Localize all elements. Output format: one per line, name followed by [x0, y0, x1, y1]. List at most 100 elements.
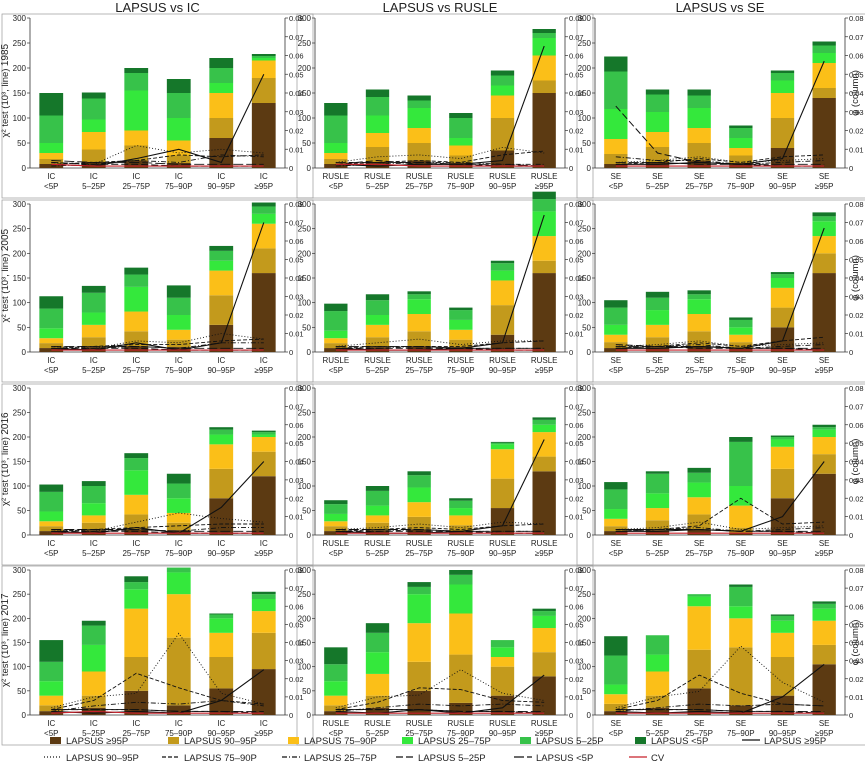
left-tick-label: 200: [298, 249, 312, 258]
x-tick-label: RUSLE: [406, 539, 433, 548]
panel-frame: [1, 383, 314, 566]
left-tick-label: 150: [13, 89, 27, 98]
bar-segment: [365, 337, 390, 348]
x-tick-label: SE: [610, 172, 621, 181]
x-tick-label: ≥95P: [815, 549, 834, 558]
left-tick-label: 150: [298, 639, 312, 648]
bar-segment: [251, 78, 276, 103]
series-line: [615, 336, 825, 349]
series-line: [335, 163, 545, 167]
bar-segment: [209, 688, 234, 715]
bar-segment: [324, 159, 348, 164]
right-tick-label: 0.05: [289, 439, 304, 448]
x-tick-label: ≥95P: [815, 182, 834, 191]
x-tick-label: IC: [47, 356, 55, 365]
bar-segment: [124, 130, 149, 146]
bar-segment: [812, 53, 836, 63]
x-tick-label: SE: [694, 719, 705, 728]
x-tick-label: <5P: [609, 549, 623, 558]
bar-segment: [532, 432, 556, 457]
bar-segment: [39, 711, 64, 715]
x-tick-label: IC: [217, 172, 225, 181]
x-tick-label: IC: [90, 539, 98, 548]
left-axis-title: χ² test (10³, line): [0, 437, 11, 506]
bar-segment: [407, 108, 431, 128]
right-tick-label: 0.01: [569, 330, 584, 339]
bar-segment: [812, 427, 836, 430]
bar-segment: [39, 526, 64, 532]
x-tick-label: 25–75P: [122, 182, 150, 191]
bar-segment: [166, 118, 191, 141]
x-tick-label: 5–25P: [82, 549, 105, 558]
right-tick-label: 0.03: [849, 293, 864, 302]
right-tick-label: 0.05: [849, 620, 864, 629]
right-tick-label: 0.02: [289, 494, 304, 503]
bar-segment: [365, 89, 390, 97]
left-tick-label: 100: [578, 482, 592, 491]
bar-segment: [81, 92, 106, 99]
bar-segment: [81, 515, 106, 523]
x-tick-label: 75–90P: [165, 366, 193, 375]
x-tick-label: IC: [132, 172, 140, 181]
bar-segment: [645, 112, 670, 132]
right-tick-label: 0.07: [569, 584, 584, 593]
bar-segment: [81, 119, 106, 132]
bar-segment: [365, 162, 390, 168]
bar-segment: [81, 620, 106, 626]
left-axis-title: χ² test (10³, line): [0, 69, 11, 138]
bar-segment: [770, 272, 795, 275]
left-tick-label: 250: [578, 590, 592, 599]
bar-segment: [209, 260, 234, 271]
bar-segment: [532, 33, 556, 38]
left-tick-label: 150: [298, 89, 312, 98]
bar-segment: [365, 505, 390, 516]
bar-segment: [770, 73, 795, 81]
bar-segment: [449, 498, 473, 501]
x-tick-label: RUSLE: [322, 172, 349, 181]
bar-segment: [490, 263, 515, 271]
legend-swatch: [635, 737, 646, 744]
bar-segment: [407, 661, 431, 691]
bar-segment: [39, 521, 64, 527]
x-tick-label: <5P: [329, 729, 343, 738]
right-tick-label: 0.02: [849, 675, 864, 684]
x-tick-label: SE: [652, 719, 663, 728]
right-tick-label: 0: [849, 531, 853, 540]
bar-segment: [449, 138, 473, 146]
x-tick-label: 75–90P: [165, 182, 193, 191]
left-tick-label: 150: [578, 274, 592, 283]
left-tick-label: 150: [13, 274, 27, 283]
right-tick-label: 0.07: [569, 219, 584, 228]
right-tick-label: 0.06: [569, 237, 584, 246]
x-tick-label: SE: [777, 172, 788, 181]
left-tick-label: 0: [587, 711, 592, 720]
bar-segment: [324, 303, 348, 312]
left-tick-label: 200: [298, 614, 312, 623]
bar-segment: [812, 473, 836, 535]
bar-segment: [532, 236, 556, 261]
x-tick-label: <5P: [44, 366, 58, 375]
x-tick-label: RUSLE: [322, 356, 349, 365]
left-tick-label: 50: [582, 507, 591, 516]
bar-segment: [729, 317, 753, 320]
right-tick-label: 0.02: [289, 127, 304, 136]
bar-segment: [209, 270, 234, 296]
x-tick-label: 75–90P: [727, 549, 755, 558]
bar-segment: [770, 118, 795, 148]
right-tick-label: 0.08: [569, 200, 584, 209]
bar-segment: [604, 71, 628, 109]
series-line: [335, 521, 545, 530]
x-tick-label: ≥95P: [254, 549, 273, 558]
right-tick-label: 0.05: [289, 256, 304, 265]
bar-segment: [209, 295, 234, 325]
x-tick-label: RUSLE: [489, 719, 516, 728]
panel-frame: [296, 13, 594, 199]
bar-segment: [81, 625, 106, 645]
x-tick-label: 5–25P: [366, 729, 389, 738]
bar-segment: [365, 97, 390, 116]
right-tick-label: 0.01: [849, 330, 864, 339]
right-tick-label: 0.08: [849, 14, 864, 23]
bar-segment: [729, 584, 753, 587]
left-tick-label: 150: [13, 639, 27, 648]
bar-segment: [166, 705, 191, 715]
